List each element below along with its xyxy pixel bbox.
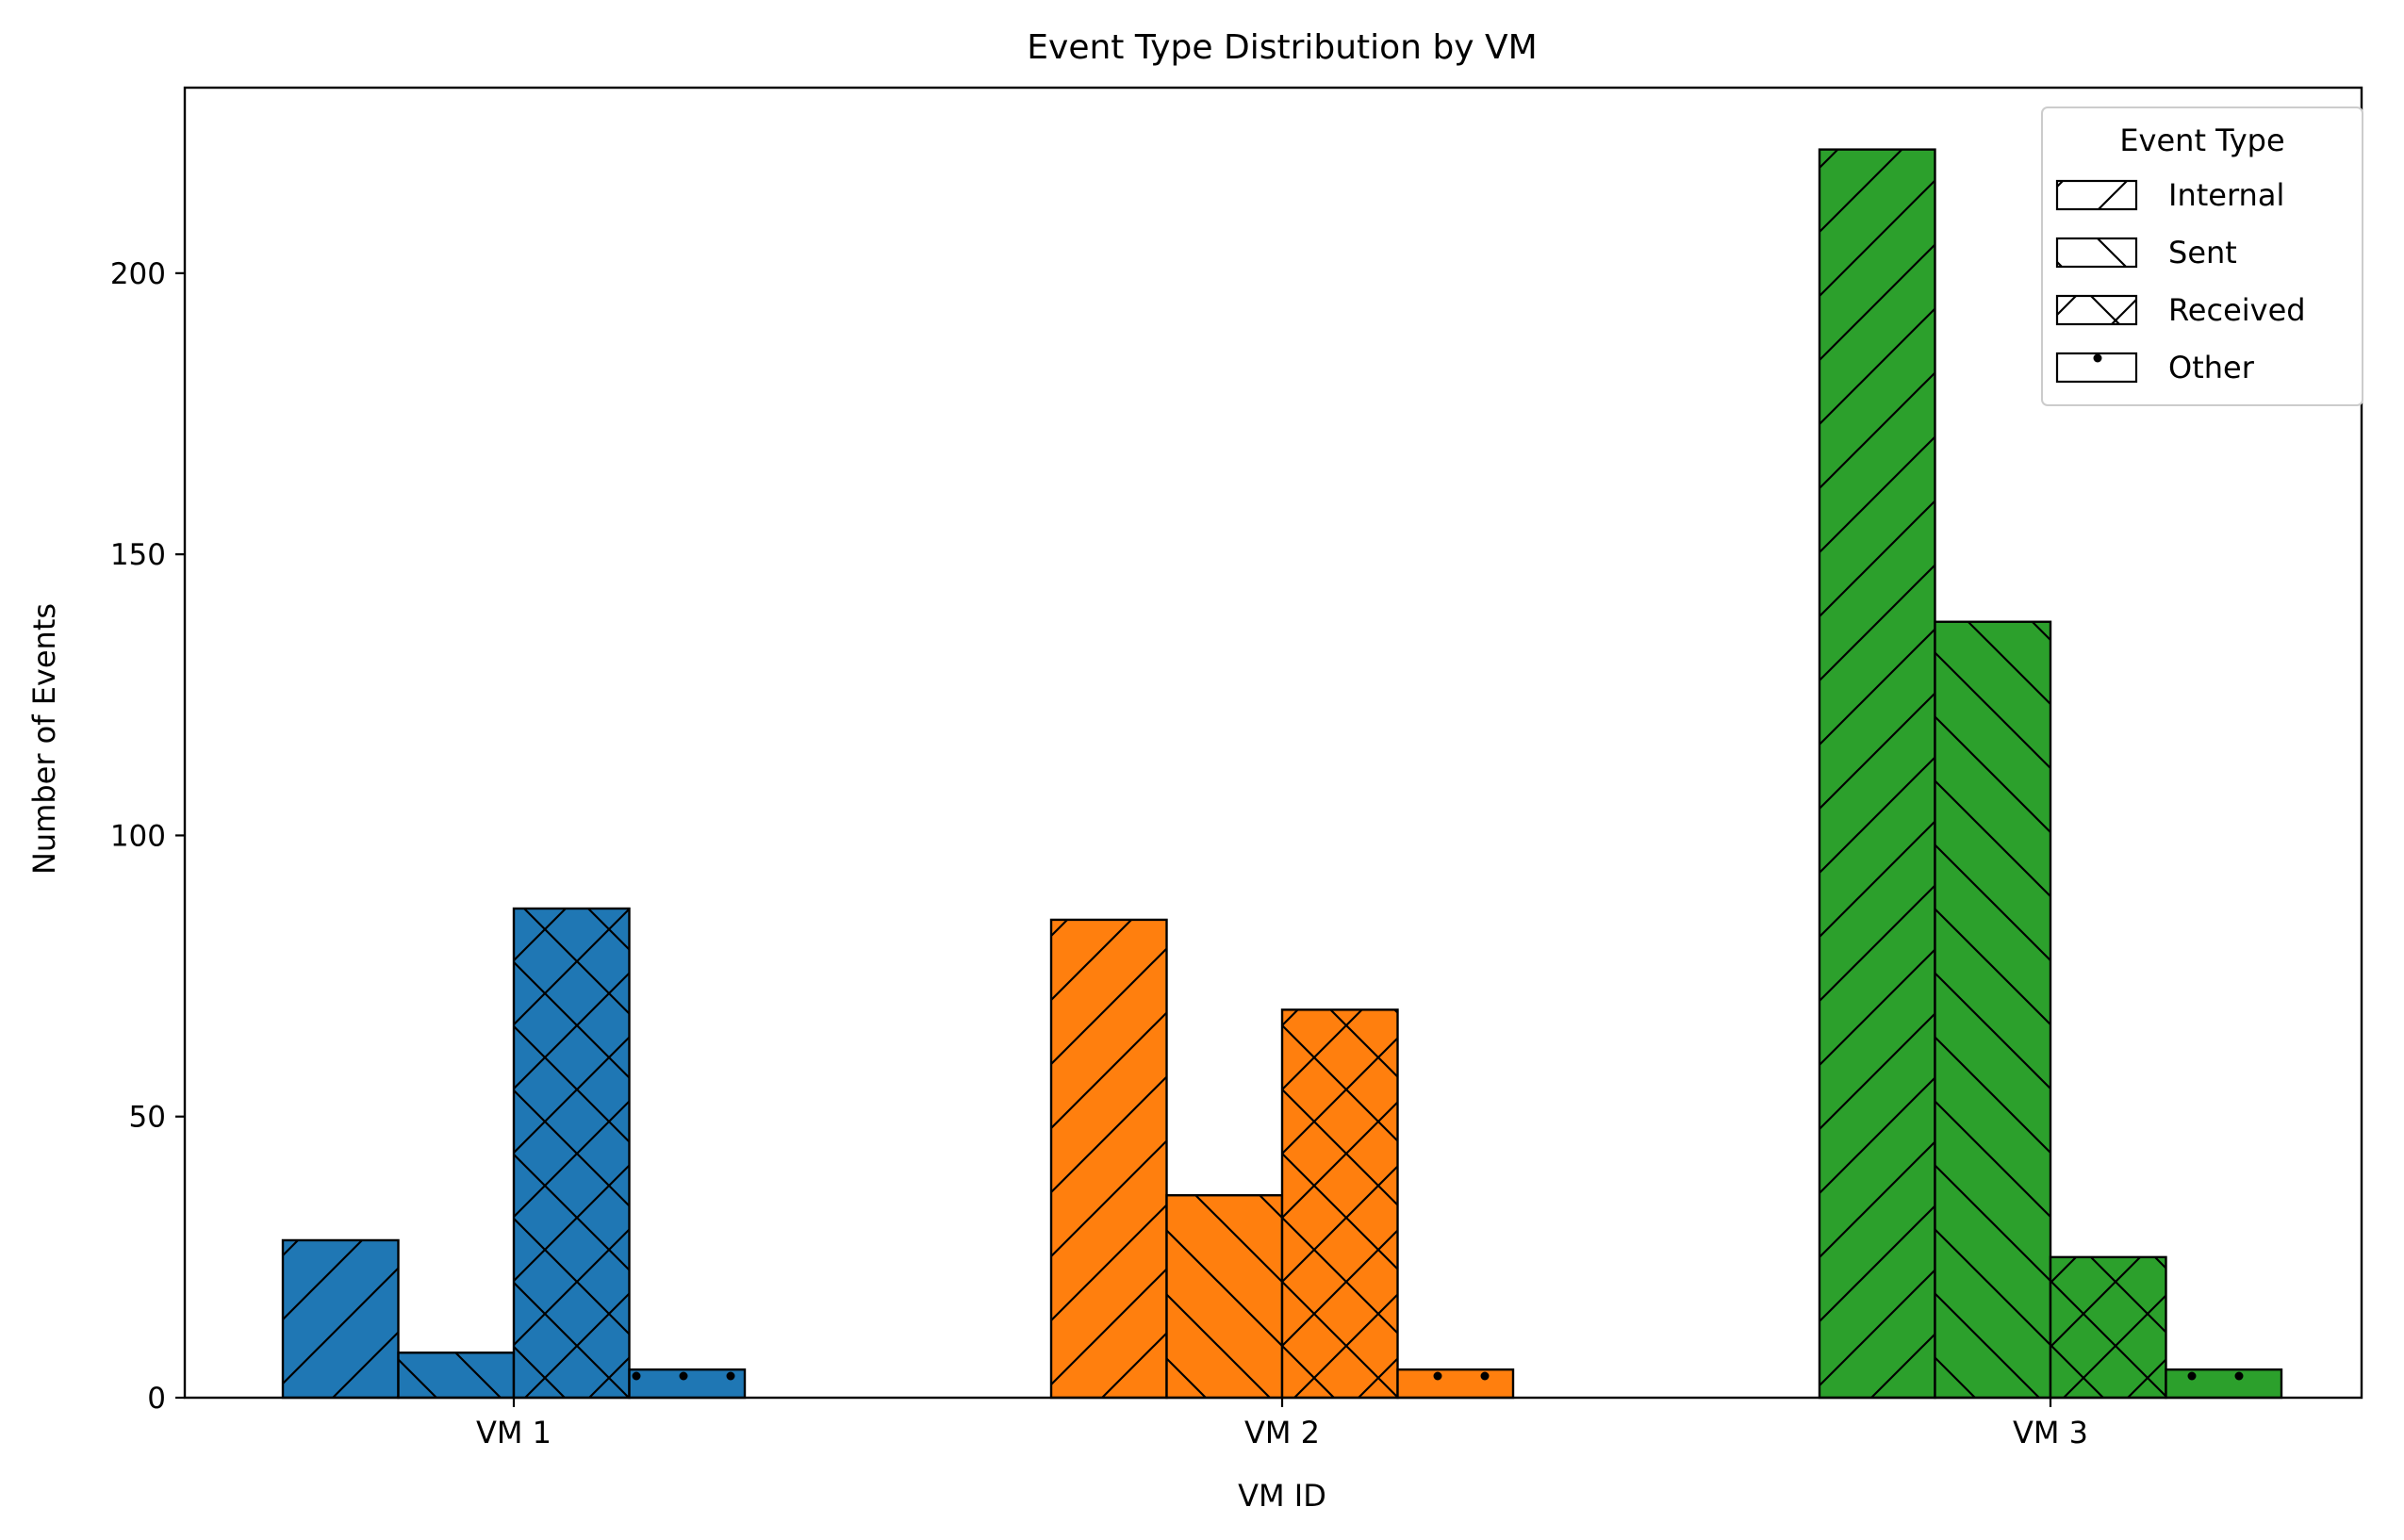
legend-swatch-other [2055, 352, 2138, 384]
legend: Event Type Internal Sent Received Other [2041, 106, 2363, 406]
bar-vm-3-sent [1934, 620, 2052, 1400]
y-tick-label: 150 [110, 538, 166, 572]
bar-vm-2-other [1396, 1368, 1515, 1400]
bar-vm-2-received [1280, 1008, 1399, 1400]
axes-layer: 0 50 100 150 200 VM 1 VM 2 VM 3 [110, 86, 2363, 1450]
bar-vm-3-internal [1818, 148, 1936, 1400]
legend-swatch-sent [2055, 237, 2138, 269]
bar-vm-1-other [628, 1368, 747, 1400]
legend-label-received: Received [2168, 292, 2306, 328]
x-tick-label: VM 2 [1244, 1415, 1320, 1450]
bar-vm-3-received [2049, 1255, 2167, 1400]
x-tick-label: VM 3 [2013, 1415, 2088, 1450]
x-axis-label: VM ID [1238, 1478, 1326, 1514]
legend-label-sent: Sent [2168, 235, 2237, 270]
x-tick-label: VM 1 [476, 1415, 552, 1450]
y-axis-label: Number of Events [26, 603, 62, 875]
legend-label-internal: Internal [2168, 177, 2284, 213]
plot-frame [183, 86, 2363, 1400]
legend-label-other: Other [2168, 350, 2255, 385]
bar-vm-1-internal [281, 1238, 400, 1400]
bar-vm-1-sent [397, 1352, 516, 1400]
y-tick-label: 50 [129, 1101, 166, 1135]
bar-vm-1-received [512, 907, 631, 1400]
y-tick-label: 200 [110, 257, 166, 291]
bar-vm-2-sent [1165, 1194, 1284, 1400]
y-tick-label: 100 [110, 819, 166, 853]
legend-swatch-received [2055, 294, 2138, 326]
bar-vm-2-internal [1049, 918, 1168, 1400]
legend-title: Event Type [2119, 123, 2284, 158]
chart-title: Event Type Distribution by VM [1027, 28, 1537, 67]
legend-swatch-internal [2055, 179, 2138, 211]
bar-vm-3-other [2165, 1368, 2283, 1400]
bars-layer [281, 148, 2283, 1400]
y-tick-label: 0 [147, 1382, 166, 1416]
